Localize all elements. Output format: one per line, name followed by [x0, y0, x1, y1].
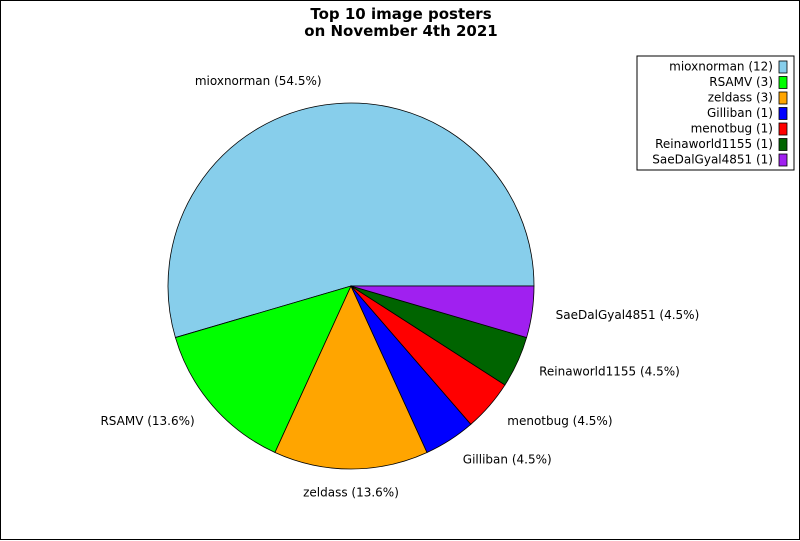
pie-slice-zeldass — [274, 285, 428, 470]
pie-slice-rsamv — [174, 285, 352, 453]
legend-swatch-gilliban — [778, 107, 788, 120]
legend-label-saedalgyal4851: SaeDalGyal4851 (1) — [652, 153, 773, 167]
legend-box — [636, 55, 795, 171]
slice-label-menotbug: menotbug (4.5%) — [507, 414, 612, 428]
legend-swatch-reinaworld1155 — [778, 138, 788, 151]
pie-slice-mioxnorman — [167, 102, 535, 339]
pie-slice-labels: mioxnorman (54.5%) RSAMV (13.6%) zeldass (… — [100, 74, 699, 499]
slice-label-gilliban: Gilliban (4.5%) — [463, 452, 552, 466]
pie-slices — [167, 102, 535, 470]
legend-swatch-rsamv — [778, 76, 788, 89]
slice-label-rsamv: RSAMV (13.6%) — [100, 414, 194, 428]
legend-label-menotbug: menotbug (1) — [691, 122, 773, 136]
legend-swatch-mioxnorman — [778, 60, 788, 74]
legend-swatch-zeldass — [778, 91, 788, 105]
legend-swatch-saedalgyal4851 — [778, 153, 788, 167]
slice-label-reinaworld1155: Reinaworld1155 (4.5%) — [539, 364, 680, 378]
chart-subtitle: on November 4th 2021 — [304, 22, 497, 40]
legend-label-reinaworld1155: Reinaworld1155 (1) — [655, 137, 773, 151]
legend-label-zeldass: zeldass (3) — [708, 91, 773, 105]
legend-label-rsamv: RSAMV (3) — [709, 75, 773, 89]
pie-slice-saedalgyal4851 — [350, 285, 535, 339]
slice-label-mioxnorman: mioxnorman (54.5%) — [195, 74, 322, 88]
legend-label-gilliban: Gilliban (1) — [707, 106, 773, 120]
slice-label-zeldass: zeldass (13.6%) — [303, 485, 399, 499]
slice-label-saedalgyal4851: SaeDalGyal4851 (4.5%) — [556, 308, 700, 322]
legend-swatch-menotbug — [778, 122, 788, 136]
legend: mioxnorman (12)RSAMV (3) zeldass (3)Gilli… — [636, 55, 795, 171]
legend-label-mioxnorman: mioxnorman (12) — [669, 60, 773, 74]
chart-title: Top 10 image posters — [310, 5, 491, 23]
